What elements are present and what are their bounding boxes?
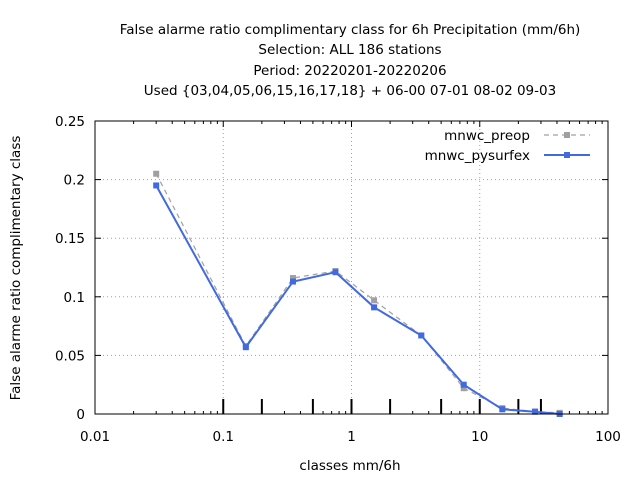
data-point-mnwc_pysurfex xyxy=(499,406,506,413)
data-point-mnwc_pysurfex xyxy=(532,408,539,415)
data-point-mnwc_pysurfex xyxy=(418,332,425,339)
y-tick-label: 0.1 xyxy=(64,290,85,306)
y-axis-label: False alarme ratio complimentary class xyxy=(8,136,24,401)
legend-marker-mnwc_preop xyxy=(564,132,570,138)
legend-label-mnwc_preop: mnwc_preop xyxy=(444,128,530,144)
axis-ticks xyxy=(94,120,609,415)
data-point-mnwc_pysurfex xyxy=(371,304,378,311)
data-point-mnwc_pysurfex xyxy=(242,344,249,351)
data-point-mnwc_pysurfex xyxy=(332,269,339,276)
title-line-1: False alarme ratio complimentary class f… xyxy=(120,22,581,38)
y-tick-label: 0.05 xyxy=(55,348,85,364)
series-layer xyxy=(153,170,563,417)
legend-label-mnwc_pysurfex: mnwc_pysurfex xyxy=(425,148,530,164)
y-tick-label: 0.2 xyxy=(64,173,85,189)
y-tick-label: 0 xyxy=(76,407,85,423)
class-boundary-markers xyxy=(222,399,542,414)
plot-frame xyxy=(94,120,609,415)
data-point-mnwc_pysurfex xyxy=(153,182,160,189)
x-tick-label: 100 xyxy=(595,429,621,445)
x-tick-label: 10 xyxy=(471,429,488,445)
y-tick-label: 0.25 xyxy=(55,114,85,130)
data-point-mnwc_preop xyxy=(460,385,467,392)
title-line-4: Used {03,04,05,06,15,16,17,18} + 06-00 0… xyxy=(144,83,556,99)
x-tick-label: 0.1 xyxy=(213,429,234,445)
x-axis-label: classes mm/6h xyxy=(299,458,400,474)
title-line-3: Period: 20220201-20220206 xyxy=(253,63,446,79)
x-tick-label: 0.01 xyxy=(80,429,110,445)
data-point-mnwc_pysurfex xyxy=(290,278,297,285)
title-line-2: Selection: ALL 186 stations xyxy=(258,42,441,58)
series-line-mnwc_pysurfex xyxy=(155,185,560,415)
legend: mnwc_preop mnwc_pysurfex xyxy=(425,128,590,164)
series-mnwc_pysurfex xyxy=(153,182,563,417)
data-point-mnwc_preop xyxy=(153,170,160,177)
data-point-mnwc_preop xyxy=(371,297,378,304)
y-tick-label: 0.15 xyxy=(55,231,85,247)
data-point-mnwc_pysurfex xyxy=(460,381,467,388)
series-line-mnwc_preop xyxy=(155,173,560,414)
data-point-mnwc_preop xyxy=(290,275,297,282)
legend-marker-mnwc_pysurfex xyxy=(564,152,570,158)
grid xyxy=(95,121,608,414)
chart-title: False alarme ratio complimentary class f… xyxy=(120,22,581,99)
x-tick-label: 1 xyxy=(347,429,356,445)
tick-labels: 0 0.05 0.1 0.15 0.2 0.25 0.01 0.1 1 10 100 xyxy=(55,114,621,445)
